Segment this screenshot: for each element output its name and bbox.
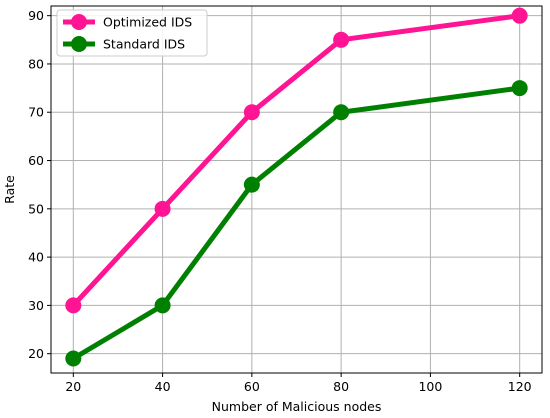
legend-swatch-marker-standard-ids: [71, 36, 87, 52]
data-point-optimized-ids: [333, 31, 350, 48]
x-tick-label: 40: [155, 379, 171, 394]
data-point-standard-ids: [154, 297, 171, 314]
x-tick-label: 100: [418, 379, 442, 394]
data-point-standard-ids: [243, 176, 260, 193]
plot-frame: [50, 5, 543, 374]
y-tick-label: 40: [28, 250, 44, 265]
legend-swatch-marker-optimized-ids: [71, 14, 87, 30]
y-tick-label: 60: [28, 153, 44, 168]
y-tick-label: 90: [28, 8, 44, 23]
y-tick-label: 50: [28, 201, 44, 216]
x-axis-title: Number of Malicious nodes: [212, 399, 382, 414]
x-tick-label: 60: [244, 379, 260, 394]
y-tick-label: 80: [28, 56, 44, 71]
grid: [51, 6, 542, 373]
axis-ticks: 20 40 60 80 100 120 20 30 40 50 60 70 80 90: [28, 8, 532, 394]
x-tick-label: 80: [333, 379, 349, 394]
data-point-optimized-ids: [154, 200, 171, 217]
data-point-standard-ids: [65, 350, 82, 367]
y-tick-label: 20: [28, 346, 44, 361]
y-axis-title: Rate: [2, 175, 17, 204]
legend: Optimized IDS Standard IDS: [56, 9, 208, 57]
series-layer: [65, 7, 528, 367]
data-point-optimized-ids: [65, 297, 82, 314]
data-point-optimized-ids: [511, 7, 528, 24]
y-tick-label: 70: [28, 105, 44, 120]
data-point-standard-ids: [511, 80, 528, 97]
legend-label-standard-ids: Standard IDS: [103, 37, 185, 52]
data-point-standard-ids: [333, 104, 350, 121]
legend-label-optimized-ids: Optimized IDS: [103, 15, 192, 30]
series-line-standard-ids: [72, 85, 521, 361]
data-point-optimized-ids: [243, 104, 260, 121]
x-tick-label: 120: [508, 379, 532, 394]
y-tick-label: 30: [28, 298, 44, 313]
x-tick-label: 20: [65, 379, 81, 394]
